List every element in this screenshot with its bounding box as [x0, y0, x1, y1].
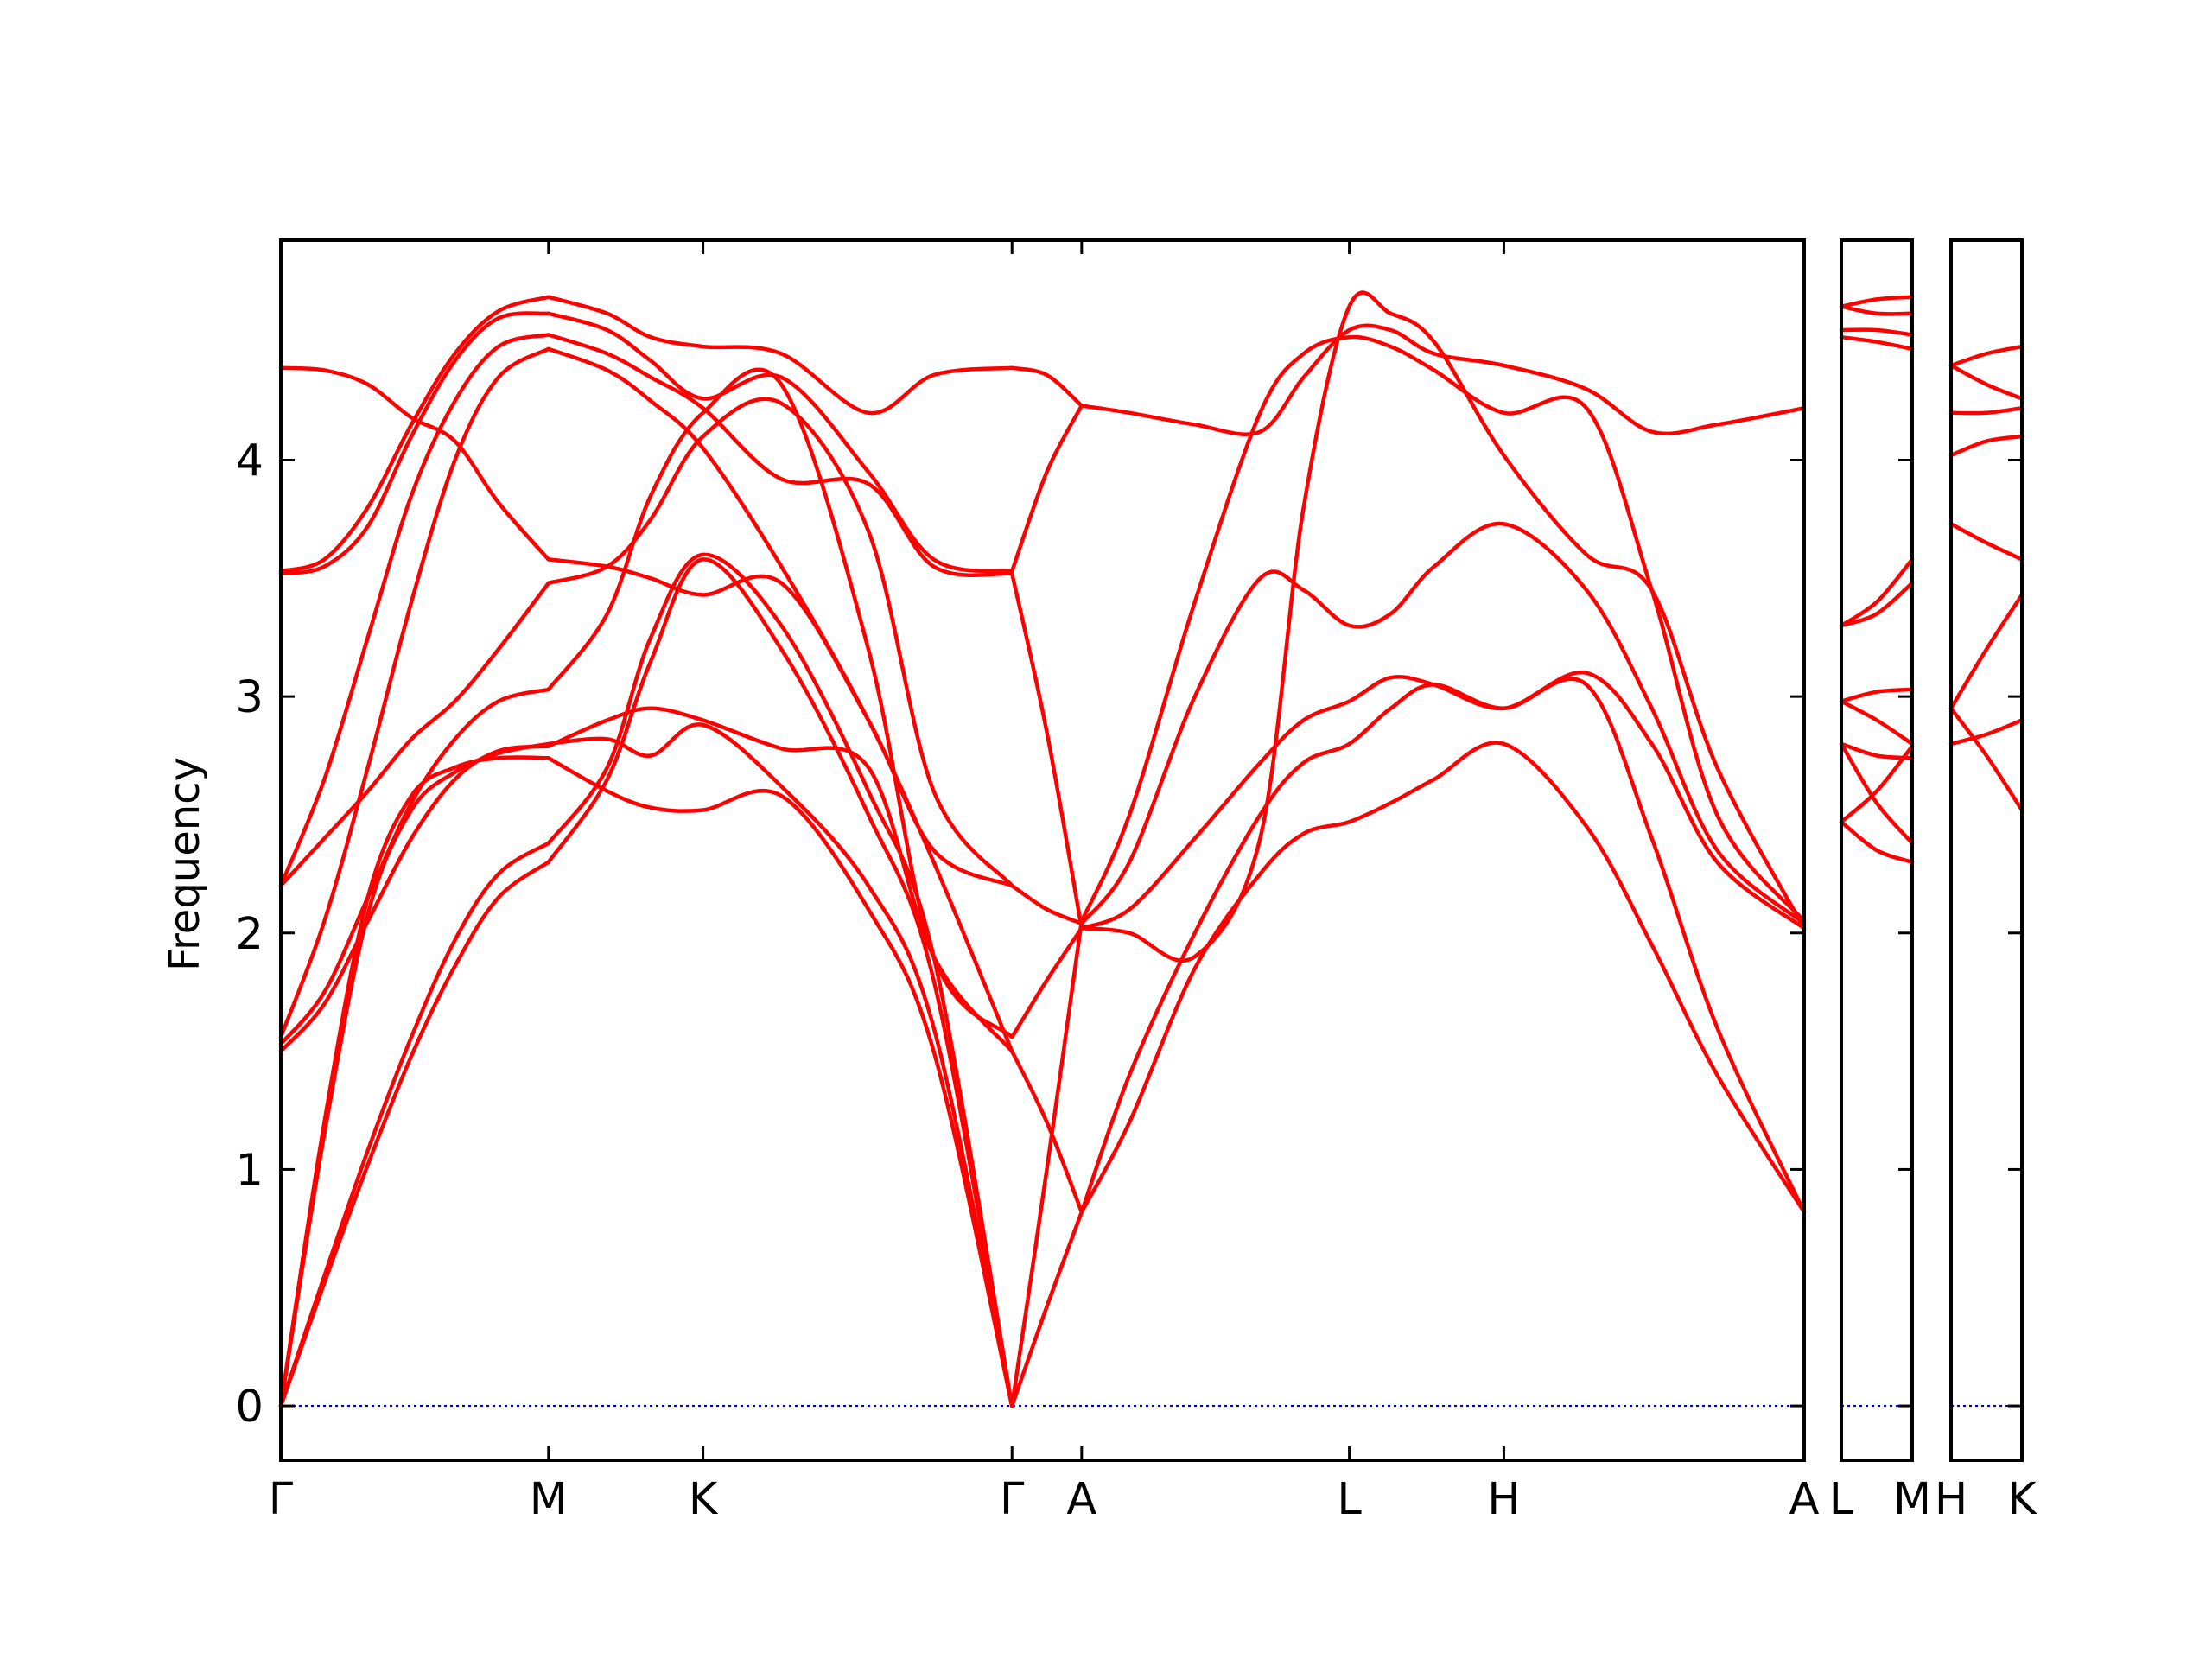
- phonon-band: [546, 346, 1014, 1053]
- y-tick-label: 1: [236, 1145, 264, 1196]
- phonon-band: [1839, 295, 1915, 308]
- phonon-band: [1009, 404, 1084, 574]
- phonon-band: [1079, 521, 1807, 926]
- phonon-band: [1948, 522, 2024, 562]
- phonon-band: [1009, 365, 1084, 408]
- kpoint-label: A: [1066, 1474, 1096, 1525]
- phonon-band: [1948, 363, 2024, 401]
- phonon-band: [546, 557, 1014, 1408]
- phonon-band: [1079, 290, 1807, 963]
- phonon-band: [1839, 334, 1915, 352]
- phonon-band: [546, 722, 1014, 1408]
- phonon-band: [1839, 581, 1915, 628]
- phonon-band: [1079, 323, 1807, 436]
- phonon-band: [278, 311, 551, 576]
- y-tick-label: 4: [236, 435, 264, 486]
- kpoint-label: Γ: [1000, 1474, 1025, 1525]
- phonon-band: [1839, 304, 1915, 316]
- phonon-band: [1948, 706, 2024, 812]
- phonon-band: [278, 581, 551, 888]
- y-tick-label: 0: [236, 1382, 264, 1433]
- phonon-band: [1948, 344, 2024, 368]
- phonon-band: [1948, 406, 2024, 416]
- phonon-band: [1079, 670, 1807, 931]
- phonon-band: [1839, 687, 1915, 703]
- kpoint-label: M: [530, 1474, 568, 1525]
- panel-frame: [279, 238, 1806, 1462]
- phonon-band: [1079, 334, 1807, 924]
- phonon-band: [1948, 593, 2024, 711]
- phonon-band: [1009, 1049, 1084, 1214]
- kpoint-label: H: [1487, 1474, 1520, 1525]
- phonon-band: [1948, 434, 2024, 458]
- panel-frames: [279, 238, 2024, 1462]
- phonon-band: [1009, 1210, 1084, 1408]
- phonon-band: [1009, 926, 1084, 1039]
- phonon-band: [546, 552, 1014, 1408]
- kpoint-label: L: [1829, 1474, 1854, 1525]
- y-tick-label: 2: [236, 909, 264, 960]
- phonon-band: [278, 841, 551, 1408]
- phonon-band: [1839, 741, 1915, 846]
- phonon-band: [546, 333, 1014, 577]
- phonon-band: [1009, 918, 1084, 1408]
- panel-frame: [1840, 238, 1914, 1462]
- phonon-band: [278, 687, 551, 1046]
- phonon-band: [1839, 744, 1915, 824]
- phonon-band: [546, 367, 1014, 1039]
- phonon-band: [1839, 699, 1915, 747]
- phonon-band: [546, 557, 1014, 888]
- phonon-band: [278, 755, 551, 1408]
- phonon-band: [278, 295, 551, 574]
- phonon-band: [278, 346, 551, 1039]
- phonon-band: [1839, 557, 1915, 628]
- phonon-band: [546, 756, 1014, 1408]
- kpoint-label: K: [689, 1474, 719, 1525]
- y-axis-label: Frequency: [161, 757, 209, 971]
- phonon-band: [1009, 883, 1084, 926]
- phonon-band: [1079, 741, 1807, 1214]
- phonon-band: [1079, 677, 1807, 1214]
- kpoint-label: Γ: [269, 1474, 294, 1525]
- axis-ticks: [281, 240, 2022, 1460]
- phonon-band: [278, 365, 551, 562]
- phonon-band: [546, 295, 1014, 416]
- phonon-band: [1948, 718, 2024, 747]
- kpoint-label: H: [1935, 1474, 1967, 1525]
- phonon-band: [1839, 819, 1915, 864]
- kpoint-label: M: [1893, 1474, 1931, 1525]
- panel-frame: [1949, 238, 2024, 1462]
- phonon-band: [546, 397, 1014, 888]
- y-tick-label: 3: [236, 672, 264, 723]
- phonon-band: [278, 860, 551, 1408]
- phonon-band: [1839, 327, 1915, 337]
- phonon-band: [1009, 571, 1084, 931]
- phonon-band: [1839, 741, 1915, 760]
- kpoint-label: A: [1789, 1474, 1820, 1525]
- phonon-band: [546, 311, 1014, 574]
- phonon-band: [278, 744, 551, 1053]
- phonon-band: [278, 333, 551, 888]
- kpoint-label: K: [2007, 1474, 2037, 1525]
- band-lines: [278, 290, 2024, 1408]
- kpoint-label: L: [1337, 1474, 1362, 1525]
